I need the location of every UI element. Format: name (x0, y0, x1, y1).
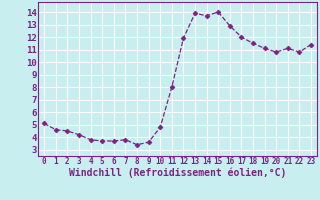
X-axis label: Windchill (Refroidissement éolien,°C): Windchill (Refroidissement éolien,°C) (69, 168, 286, 178)
